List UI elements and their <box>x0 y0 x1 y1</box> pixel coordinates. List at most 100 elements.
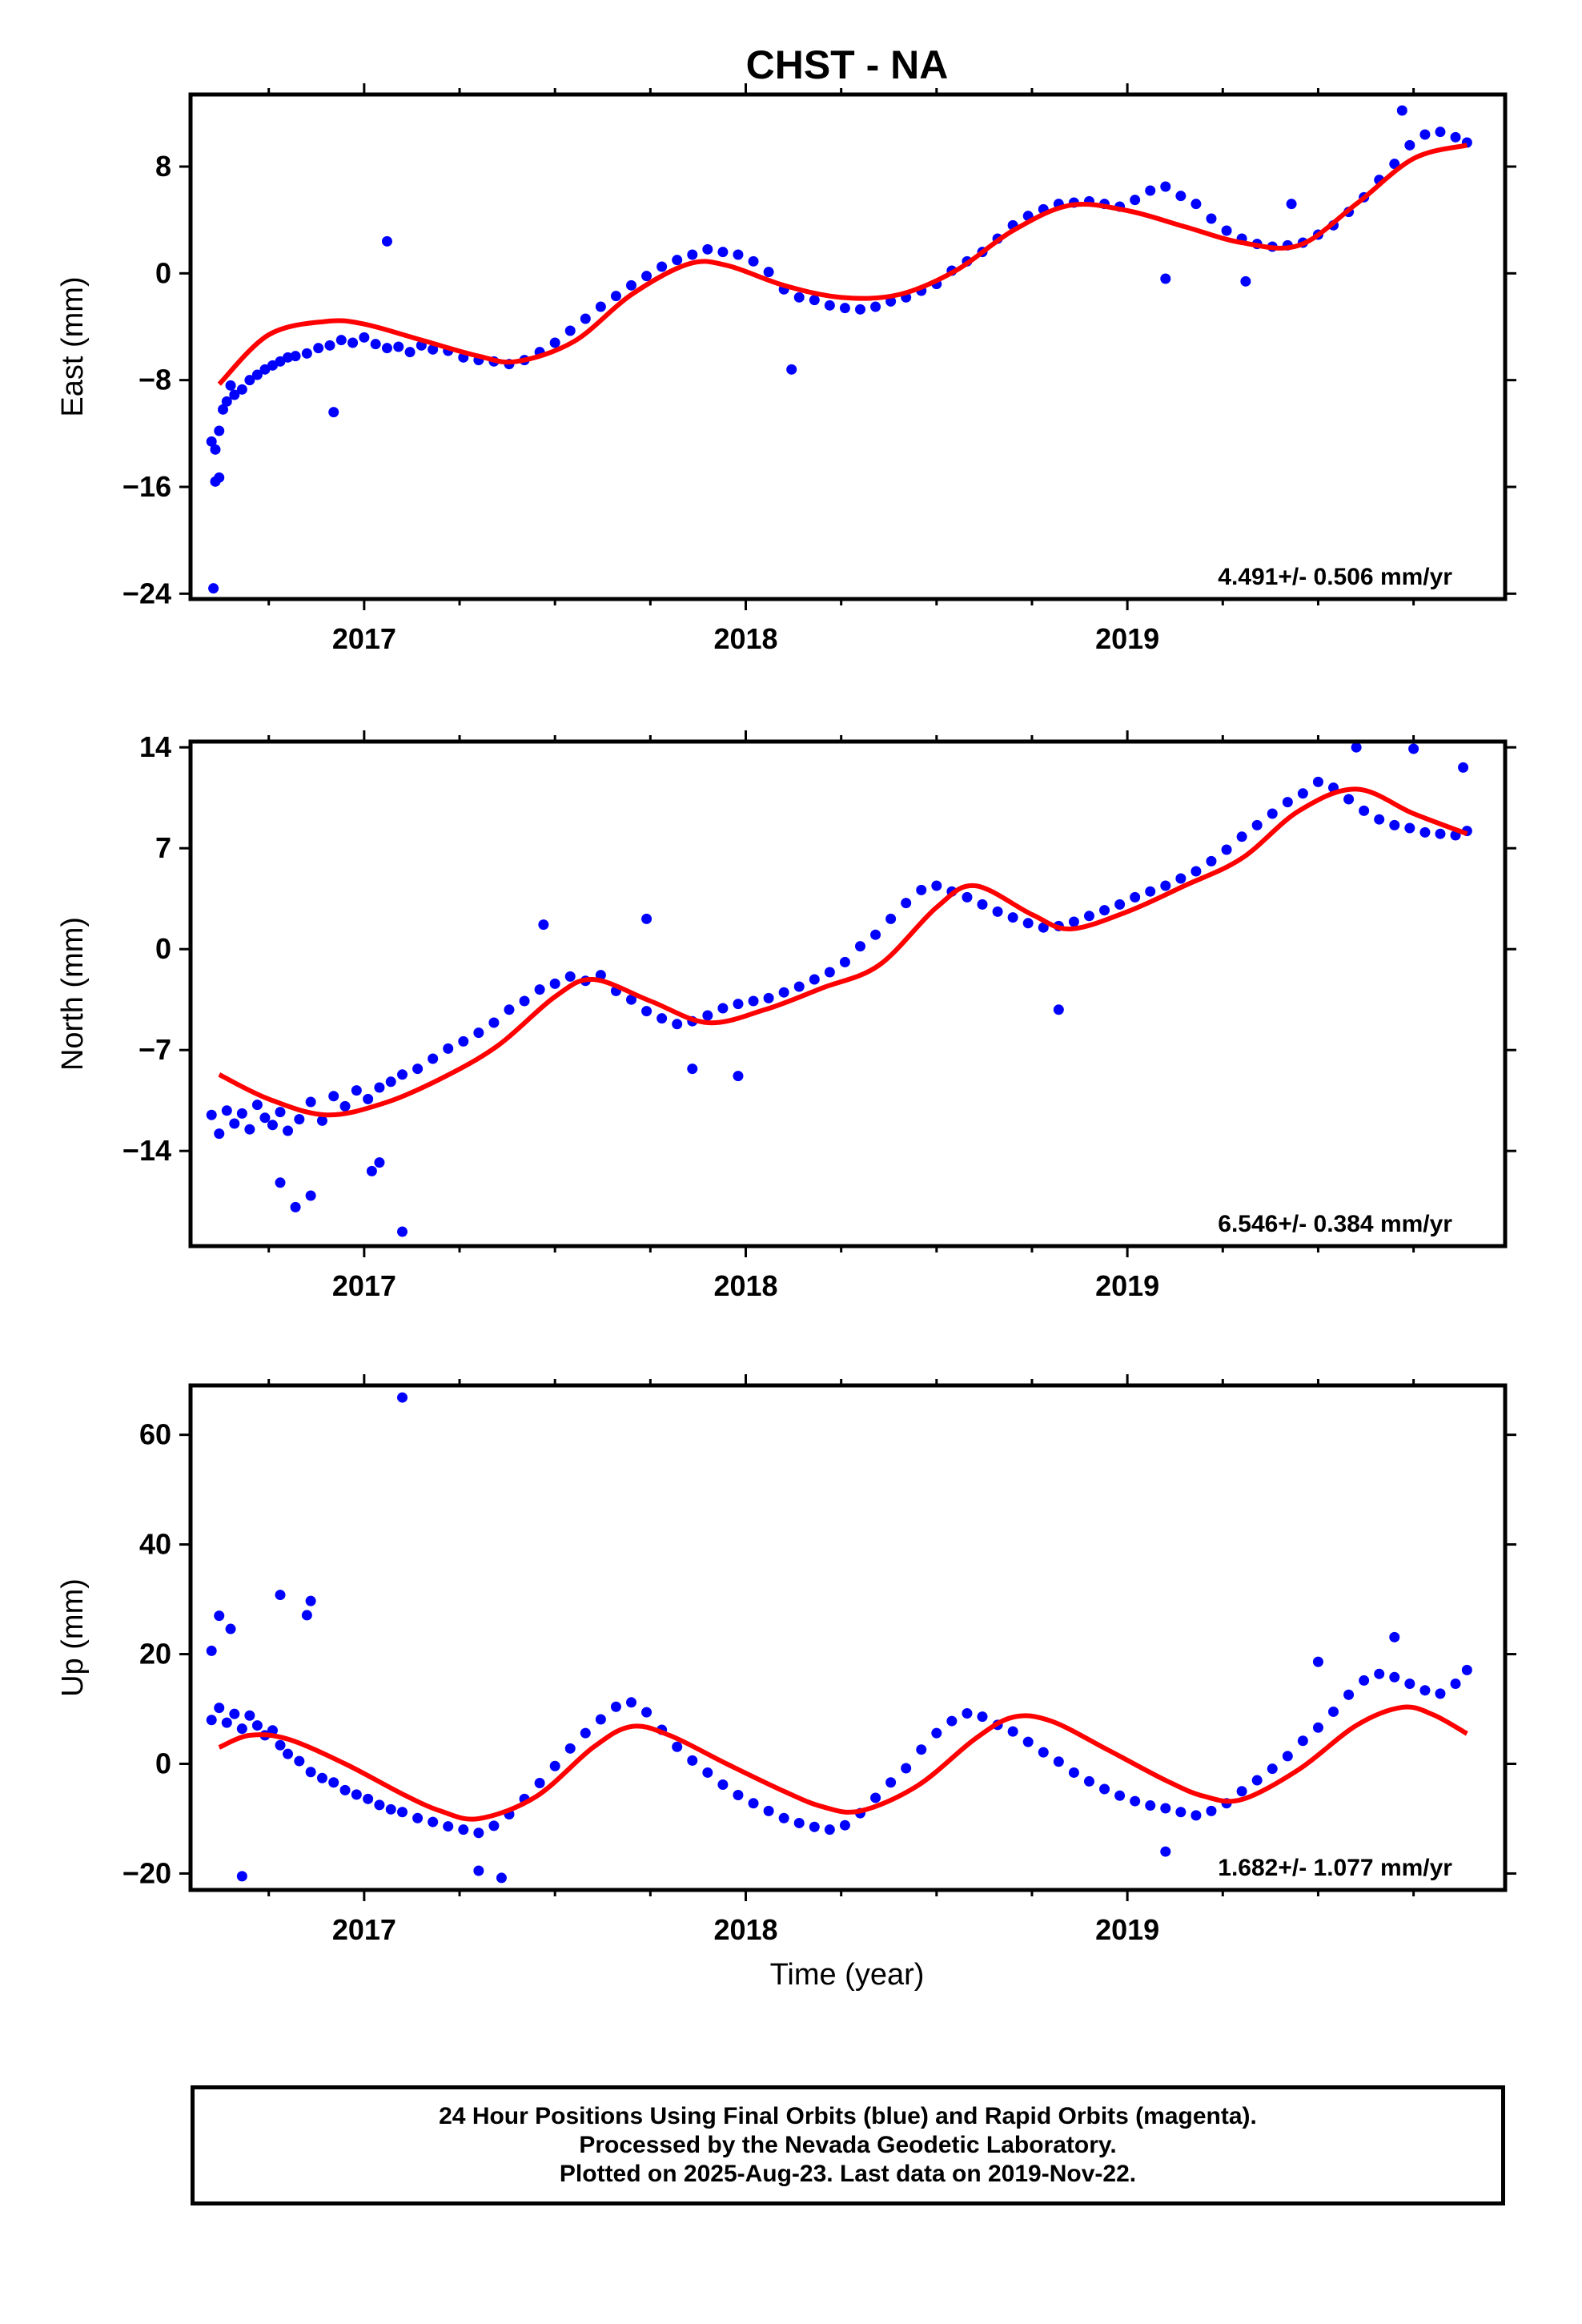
data-point <box>206 1715 217 1726</box>
data-point <box>275 1739 286 1751</box>
data-point <box>1206 1805 1217 1816</box>
data-point <box>595 1714 606 1725</box>
data-point <box>385 1076 396 1088</box>
data-point <box>1374 814 1385 825</box>
data-point <box>870 301 881 312</box>
y-tick-label: 0 <box>155 932 171 965</box>
data-point <box>313 343 324 354</box>
data-point <box>1099 905 1110 916</box>
data-point <box>763 992 774 1003</box>
caption-box: 24 Hour Positions Using Final Orbits (bl… <box>191 2085 1505 2205</box>
data-point <box>839 956 850 967</box>
data-point <box>496 1872 507 1884</box>
data-point <box>717 1003 729 1014</box>
data-point <box>809 974 820 985</box>
data-point <box>901 1763 912 1774</box>
data-point <box>328 1091 339 1102</box>
data-point <box>458 1824 469 1835</box>
data-point <box>1435 127 1446 138</box>
data-point <box>733 1790 744 1801</box>
data-point <box>901 898 912 909</box>
data-point <box>854 304 865 315</box>
data-point <box>290 1201 301 1212</box>
data-point <box>1312 1722 1323 1733</box>
velocity-rate-label: 1.682+/- 1.077 mm/yr <box>1218 1855 1452 1881</box>
data-point <box>251 1720 263 1731</box>
data-point <box>305 1595 316 1606</box>
data-point <box>397 1226 408 1237</box>
data-point <box>374 1157 385 1168</box>
fit-curve <box>218 786 1468 1118</box>
data-point <box>412 1812 424 1823</box>
data-point <box>397 1392 408 1403</box>
data-point <box>428 344 439 355</box>
data-point <box>1191 1810 1202 1821</box>
data-points <box>206 742 1472 1237</box>
data-point <box>221 1717 232 1728</box>
data-point <box>473 1865 484 1876</box>
data-point <box>210 444 221 455</box>
y-tick-label: 7 <box>155 831 171 864</box>
data-point <box>564 325 576 336</box>
data-point <box>1068 916 1079 927</box>
data-point <box>793 1817 805 1828</box>
data-point <box>1404 1679 1415 1690</box>
data-point <box>473 1827 484 1839</box>
panel-3: 60 40 20 0 −20 2017 2018 2019 Up (mm) 1.682+/- 1.… <box>56 1374 1516 1946</box>
data-point <box>214 472 225 483</box>
data-point <box>1312 776 1323 787</box>
data-point <box>347 337 359 348</box>
data-point <box>236 384 247 395</box>
data-point <box>885 913 897 924</box>
data-point <box>1160 1803 1171 1814</box>
data-point <box>687 249 698 260</box>
caption-line-1: 24 Hour Positions Using Final Orbits (bl… <box>439 2103 1257 2129</box>
data-point <box>294 1755 305 1767</box>
data-point <box>1359 805 1370 816</box>
data-point <box>580 1727 591 1739</box>
x-tick-label: 2019 <box>1095 1913 1159 1946</box>
data-point <box>610 291 621 302</box>
data-point <box>1130 891 1141 903</box>
x-tick-label: 2017 <box>332 622 396 655</box>
data-point <box>778 1812 789 1823</box>
data-point <box>595 301 606 312</box>
x-tick-label: 2019 <box>1095 622 1159 655</box>
data-point <box>443 1043 454 1054</box>
data-point <box>283 1125 294 1136</box>
data-point <box>301 1610 312 1621</box>
data-point <box>763 267 774 278</box>
data-point <box>374 1082 385 1093</box>
data-point <box>1145 1800 1156 1811</box>
data-point <box>656 261 668 272</box>
data-point <box>225 380 236 391</box>
y-tick-label: 0 <box>155 256 171 289</box>
data-points <box>206 105 1472 594</box>
data-point <box>393 341 404 352</box>
data-point <box>214 1610 225 1622</box>
data-point <box>458 1035 469 1047</box>
y-tick-label: 60 <box>139 1418 171 1451</box>
data-point <box>702 243 713 255</box>
data-point <box>931 1727 942 1739</box>
data-point <box>404 347 416 358</box>
panel-2: 14 7 0 −7 −14 2017 2018 2019 North (mm) 6.546+/- … <box>56 730 1516 1302</box>
data-point <box>1419 129 1431 140</box>
plot-frame <box>188 739 1508 1248</box>
data-point <box>305 1096 316 1108</box>
data-point <box>1408 743 1419 754</box>
data-point <box>428 1053 439 1064</box>
data-point <box>1240 275 1251 287</box>
data-point <box>748 255 759 267</box>
data-point <box>1175 1807 1186 1818</box>
data-point <box>946 1715 958 1727</box>
data-point <box>549 978 560 989</box>
data-point <box>259 364 271 375</box>
data-point <box>225 1623 236 1634</box>
data-point <box>206 436 217 447</box>
data-point <box>672 1019 683 1030</box>
data-point <box>1191 866 1202 877</box>
data-point <box>1221 225 1232 236</box>
fit-curve <box>217 143 1468 386</box>
data-point <box>519 995 530 1007</box>
